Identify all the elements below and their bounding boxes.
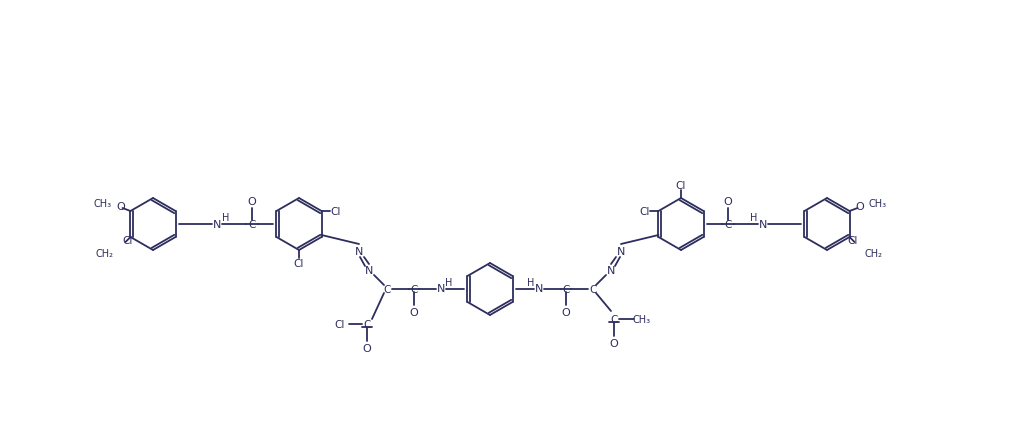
- Text: C: C: [562, 284, 570, 294]
- Text: N: N: [607, 265, 615, 275]
- Text: Cl: Cl: [330, 207, 341, 217]
- Text: C: C: [248, 220, 255, 230]
- Text: Cl: Cl: [676, 181, 686, 191]
- Text: O: O: [410, 307, 419, 317]
- Text: N: N: [535, 283, 543, 293]
- Text: C: C: [610, 314, 617, 324]
- Text: CH₂: CH₂: [96, 248, 113, 258]
- Text: H: H: [527, 277, 535, 287]
- Text: N: N: [355, 247, 363, 256]
- Text: O: O: [248, 197, 256, 207]
- Text: N: N: [616, 247, 626, 256]
- Text: Cl: Cl: [294, 258, 305, 268]
- Text: Cl: Cl: [122, 236, 133, 246]
- Text: C: C: [384, 284, 391, 294]
- Text: O: O: [362, 343, 371, 353]
- Text: C: C: [590, 284, 597, 294]
- Text: O: O: [855, 201, 864, 211]
- Text: O: O: [609, 338, 618, 348]
- Text: O: O: [723, 197, 733, 207]
- Text: N: N: [758, 220, 768, 230]
- Text: C: C: [724, 220, 732, 230]
- Text: H: H: [750, 213, 757, 223]
- Text: CH₃: CH₃: [633, 314, 651, 324]
- Text: Cl: Cl: [847, 236, 858, 246]
- Text: Cl: Cl: [334, 319, 345, 329]
- Text: N: N: [213, 220, 221, 230]
- Text: CH₃: CH₃: [868, 198, 887, 208]
- Text: O: O: [116, 201, 125, 211]
- Text: N: N: [437, 283, 446, 293]
- Text: C: C: [411, 284, 418, 294]
- Text: H: H: [222, 213, 229, 223]
- Text: CH₂: CH₂: [864, 248, 883, 258]
- Text: H: H: [446, 277, 453, 287]
- Text: C: C: [363, 319, 370, 329]
- Text: O: O: [562, 307, 570, 317]
- Text: CH₃: CH₃: [94, 198, 111, 208]
- Text: N: N: [365, 265, 374, 275]
- Text: Cl: Cl: [639, 207, 649, 217]
